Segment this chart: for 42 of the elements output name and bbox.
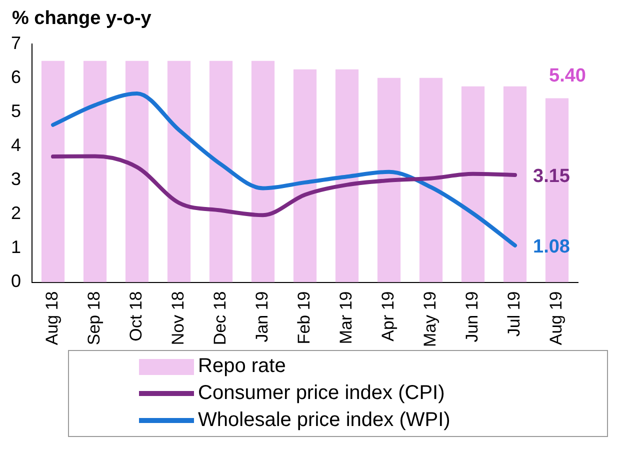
line-series [51,92,517,248]
y-tick-label: 0 [10,271,22,292]
data-label: 1.08 [533,236,570,258]
bar [209,60,233,282]
bar [503,86,527,282]
data-label: 5.40 [549,66,586,87]
y-tick-label: 4 [10,134,22,155]
bar [167,60,191,282]
y-tick-label: 7 [10,32,22,53]
legend-label: Consumer price index (CPI) [198,381,445,406]
y-tick-label: 6 [10,66,22,87]
bar [41,60,65,282]
bar [251,60,275,282]
line-series [51,154,517,218]
bar [377,78,401,282]
x-tick-label: Jul 19 [504,291,524,337]
x-tick-label: Apr 19 [378,291,398,342]
bar [419,78,443,282]
bar [335,69,359,282]
y-tick-label: 3 [10,169,22,190]
legend-label: Wholesale price index (WPI) [198,408,450,433]
x-tick-label: Aug 18 [42,291,62,346]
y-tick-label: 1 [10,237,22,258]
x-tick-label: Feb 19 [294,291,314,344]
legend-label: Repo rate [198,354,286,379]
bar [461,86,485,282]
x-tick-label: Mar 19 [336,291,356,344]
chart-title: % change y-o-y [12,8,152,30]
x-tick-label: Sep 18 [84,291,104,346]
x-tick-label: Aug 19 [546,291,566,346]
x-tick-label: Nov 18 [168,291,188,346]
y-tick-label: 2 [10,203,22,224]
y-tick-label: 5 [10,100,22,121]
bar [83,60,107,282]
x-tick-label: Oct 18 [126,291,146,342]
x-tick-label: Dec 18 [210,291,230,346]
x-tick-label: Jun 19 [462,291,482,342]
x-tick-label: Jan 19 [252,291,272,342]
bar [125,60,149,282]
x-tick-label: May 19 [420,291,440,347]
data-label: 3.15 [533,166,570,188]
bar [293,69,317,282]
